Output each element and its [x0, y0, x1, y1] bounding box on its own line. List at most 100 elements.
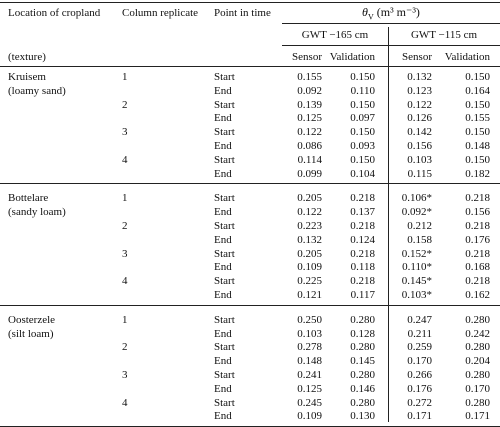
replicate: 2	[122, 341, 128, 354]
header-cell: Validation	[444, 51, 490, 63]
cell: 0.150	[350, 71, 375, 83]
location: Bottelare	[8, 192, 49, 205]
cell: 0.103	[297, 327, 322, 340]
replicate: 1	[122, 313, 128, 326]
time: End	[214, 261, 232, 274]
texture: (loamy sand)	[8, 84, 66, 97]
cell: 0.150	[465, 153, 490, 166]
cell: 0.142	[407, 126, 432, 139]
time: Start	[214, 220, 235, 232]
cell: 0.280	[465, 341, 490, 354]
cell: 0.280	[350, 341, 375, 354]
cell: 0.155	[465, 112, 490, 125]
cell: 0.280	[350, 396, 375, 409]
cell: 0.168	[465, 261, 490, 274]
divider	[388, 27, 389, 422]
cell: 0.171	[407, 410, 432, 423]
time: End	[214, 84, 232, 97]
cell: 0.278	[297, 341, 322, 354]
cell: 0.132	[297, 233, 322, 246]
replicate: 4	[122, 153, 128, 166]
header-cell: GWT −115 cm	[410, 29, 478, 41]
time: Start	[214, 341, 235, 354]
cell: 0.156	[465, 206, 490, 219]
cell: 0.150	[350, 126, 375, 139]
time: End	[214, 140, 232, 152]
cell: 0.122	[297, 206, 322, 219]
texture: (silt loam)	[8, 327, 54, 340]
cell: 0.109	[297, 410, 322, 423]
cell: 0.145*	[401, 275, 432, 288]
time: End	[214, 355, 232, 368]
cell: 0.115	[407, 167, 432, 180]
header-cell: GWT −165 cm	[301, 29, 369, 41]
cell: 0.182	[465, 167, 490, 180]
header-cell: Validation	[329, 51, 375, 63]
cell: 0.241	[297, 369, 322, 381]
cell: 0.092*	[401, 206, 432, 219]
cell: 0.117	[350, 289, 375, 301]
cell: 0.150	[350, 98, 375, 111]
cell: 0.106*	[401, 192, 432, 205]
rule	[0, 304, 500, 306]
time: End	[214, 206, 232, 219]
time: Start	[214, 192, 235, 205]
time: End	[214, 233, 232, 246]
location: Kruisem	[8, 71, 46, 83]
cell: 0.280	[350, 313, 375, 326]
time: Start	[214, 247, 235, 260]
cell: 0.204	[465, 355, 490, 368]
cell: 0.158	[407, 233, 432, 246]
cell: 0.103*	[401, 289, 432, 301]
cell: 0.218	[350, 247, 375, 260]
time: Start	[214, 126, 235, 139]
cell: 0.093	[350, 140, 375, 152]
cell: 0.146	[350, 382, 375, 395]
time: End	[214, 112, 232, 125]
replicate: 1	[122, 71, 128, 83]
header-cell: Point in time	[214, 7, 271, 19]
cell: 0.125	[297, 382, 322, 395]
cell: 0.128	[350, 327, 375, 340]
rule	[282, 23, 500, 24]
cell: 0.110*	[402, 261, 432, 274]
cell: 0.259	[407, 341, 432, 354]
replicate: 3	[122, 247, 128, 260]
cell: 0.110	[350, 84, 375, 97]
cell: 0.218	[350, 275, 375, 288]
cell: 0.176	[465, 233, 490, 246]
cell: 0.156	[407, 140, 432, 152]
time: Start	[214, 153, 235, 166]
time: End	[214, 289, 232, 301]
unit: (m³ m⁻³)	[376, 5, 420, 19]
cell: 0.218	[350, 192, 375, 205]
cell: 0.121	[297, 289, 322, 301]
header-cell: (texture)	[8, 51, 46, 63]
cell: 0.218	[465, 275, 490, 288]
cell: 0.170	[465, 382, 490, 395]
location: Oosterzele	[8, 313, 56, 326]
cell: 0.148	[465, 140, 490, 152]
cell: 0.150	[465, 71, 490, 83]
cell: 0.280	[465, 313, 490, 326]
cell: 0.218	[465, 192, 490, 205]
replicate: 1	[122, 192, 128, 205]
header-cell: Sensor	[402, 51, 432, 63]
time: Start	[214, 71, 235, 83]
cell: 0.170	[407, 355, 432, 368]
cell: 0.152*	[401, 247, 432, 260]
cell: 0.125	[297, 112, 322, 125]
symbol-sub: V	[367, 12, 374, 22]
cell: 0.280	[465, 369, 490, 381]
header-cell: θV (m³ m⁻³)	[282, 6, 500, 23]
cell: 0.205	[297, 247, 322, 260]
cell: 0.211	[407, 327, 432, 340]
cell: 0.109	[297, 261, 322, 274]
cell: 0.092	[297, 84, 322, 97]
cell: 0.123	[407, 84, 432, 97]
time: Start	[214, 369, 235, 381]
cell: 0.139	[297, 98, 322, 111]
cell: 0.247	[407, 313, 432, 326]
cell: 0.132	[407, 71, 432, 83]
